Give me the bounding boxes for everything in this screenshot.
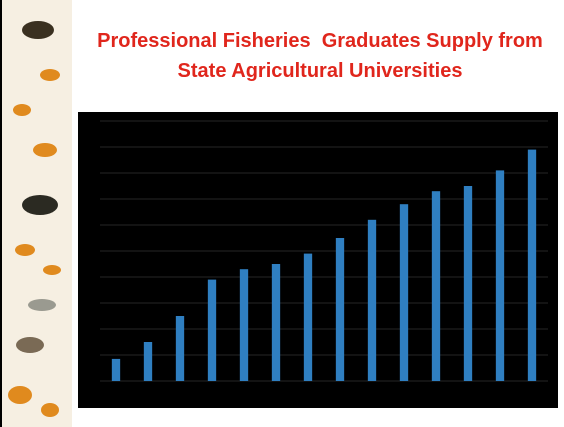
bar: [175, 316, 185, 381]
bar: [399, 204, 409, 381]
decorative-fish-strip: [0, 0, 72, 427]
chart-background: [78, 112, 558, 408]
bar: [527, 149, 537, 381]
bar: [367, 219, 377, 381]
bar: [431, 191, 441, 381]
bar: [207, 279, 217, 381]
bar: [239, 269, 249, 381]
bar: [111, 358, 121, 381]
bar: [335, 238, 345, 381]
bar: [271, 264, 281, 381]
bar: [463, 186, 473, 381]
bar: [495, 170, 505, 381]
slide-title: Professional Fisheries Graduates Supply …: [97, 30, 549, 82]
bar: [143, 342, 153, 381]
bar: [303, 253, 313, 381]
